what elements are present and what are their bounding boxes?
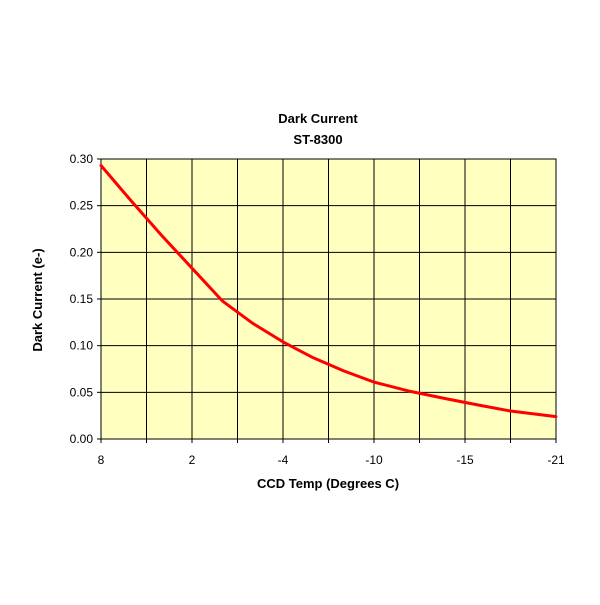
chart-title: Dark Current xyxy=(278,111,358,126)
plot-area: 0.00 0.05 0.10 0.15 0.20 0.25 0.30 8 2 -4 -10 -15 -2… xyxy=(70,152,565,467)
y-tick-label: 0.20 xyxy=(70,245,94,259)
y-tick-label: 0.15 xyxy=(70,292,94,306)
x-tick-label: 2 xyxy=(189,453,196,467)
x-tick-label: -15 xyxy=(456,453,474,467)
y-tick-label: 0.10 xyxy=(70,339,94,353)
x-tick-label: -4 xyxy=(278,453,289,467)
y-tick-label: 0.05 xyxy=(70,385,94,399)
x-axis-title: CCD Temp (Degrees C) xyxy=(257,476,399,491)
x-tick-label: -21 xyxy=(547,453,565,467)
y-tick-label: 0.00 xyxy=(70,432,94,446)
x-tick-label: 8 xyxy=(98,453,105,467)
y-tick-label: 0.30 xyxy=(70,152,94,166)
y-axis-title: Dark Current (e-) xyxy=(30,248,45,351)
x-tick-label: -10 xyxy=(365,453,383,467)
chart-subtitle: ST-8300 xyxy=(293,132,342,147)
y-tick-label: 0.25 xyxy=(70,199,94,213)
series-line xyxy=(99,164,558,419)
